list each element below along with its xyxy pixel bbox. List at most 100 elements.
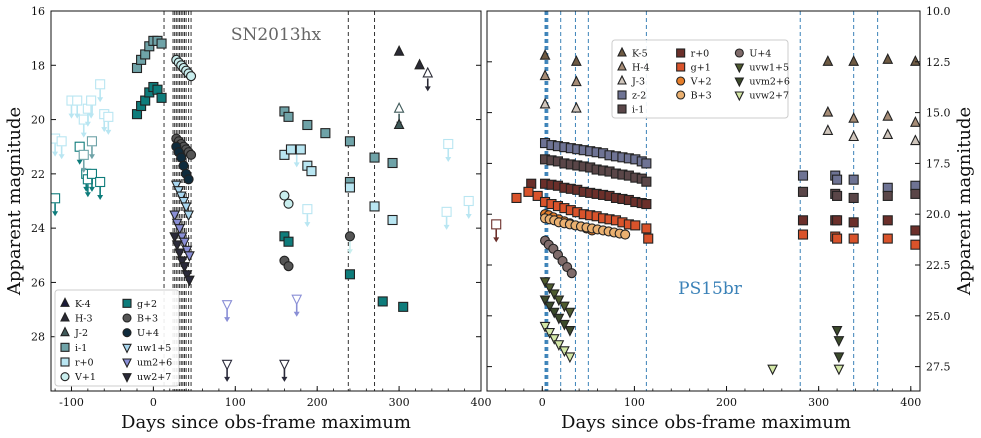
data-point-g+1 — [910, 239, 920, 250]
data-point-uvm2+6 — [833, 352, 845, 364]
data-point-r+0 — [387, 214, 398, 226]
data-point-uw2+7 — [169, 232, 181, 244]
data-point-g+1 — [797, 229, 809, 240]
data-point-uw1+5 — [178, 196, 190, 208]
data-point-uvm2+6 — [831, 325, 843, 337]
data-point-uw1+5 — [180, 202, 192, 214]
y-tick-label: 27.5 — [926, 361, 951, 374]
legend-marker-H-3 — [60, 311, 70, 322]
upper-limit-point-r+0 — [302, 204, 313, 215]
data-point-J-3 — [848, 130, 860, 142]
upper-limit-arrowhead — [84, 192, 91, 198]
data-point-H-4 — [882, 109, 894, 121]
upper-limit-arrowhead — [224, 317, 231, 323]
upper-limit-arrowhead — [68, 113, 75, 119]
legend-marker-H-4 — [617, 60, 627, 71]
legend-label: i-1 — [632, 105, 644, 116]
plot-area-sn2013hx — [51, 11, 474, 391]
data-point-um2+6 — [169, 210, 181, 222]
x-tick-label: 100 — [225, 396, 246, 409]
data-point-g+1 — [523, 186, 534, 197]
y-tick-label: 16 — [31, 5, 45, 18]
data-point-H-4 — [822, 105, 834, 117]
legend-marker-U+4 — [122, 328, 132, 338]
data-point-uvw2+7 — [553, 340, 565, 351]
data-point-g+1 — [532, 190, 543, 201]
upper-limit-arrowhead — [346, 249, 353, 255]
data-point-uw2+7 — [174, 248, 185, 260]
data-point-i-1 — [848, 192, 859, 204]
legend-marker-K-4 — [60, 297, 70, 307]
data-point-uvm2+6 — [553, 313, 565, 325]
y-tick-label: 26 — [31, 276, 45, 289]
y-tick-label: 15.0 — [926, 107, 951, 120]
data-point-z-2 — [797, 170, 809, 181]
axes-frame-sn2013hx — [50, 10, 482, 392]
data-point-uvw1+5 — [553, 295, 565, 307]
upper-limit-arrowhead — [76, 159, 83, 165]
plot-area-ps15br — [491, 11, 920, 391]
data-point-uvm2+6 — [558, 319, 570, 331]
upper-limit-arrowhead — [80, 167, 87, 173]
data-point-B+3 — [186, 149, 197, 160]
panel-sn2013hx: -100 0 100 200 300 400 16 18 20 22 24 26 28 SN2013h… — [4, 5, 492, 433]
data-point-r+0 — [910, 225, 920, 236]
x-axis-label-sn2013hx: Days since obs-frame maximum — [121, 412, 411, 433]
y-tick-label: 22 — [31, 168, 45, 181]
legend-label: K-4 — [75, 299, 91, 310]
upper-limit-arrowhead — [80, 132, 87, 138]
data-point-H-4 — [848, 111, 860, 123]
legend-marker-uvw1+5 — [734, 63, 745, 74]
data-point-uvw1+5 — [548, 289, 560, 301]
data-point-z-2 — [832, 174, 843, 185]
data-point-g+1 — [630, 220, 641, 231]
data-point-g+1 — [882, 233, 893, 244]
data-point-B+3 — [344, 231, 356, 242]
data-point-V+1 — [186, 71, 197, 82]
x-tick-label: 0 — [539, 396, 546, 409]
legend-label: uvw2+7 — [749, 91, 789, 102]
y-tick-label: 25.0 — [926, 310, 951, 323]
legend-label: g+2 — [137, 299, 157, 310]
x-tick-label: 300 — [808, 396, 829, 409]
x-ticks-ps15br: 0 100 200 300 400 — [486, 386, 921, 409]
legend-marker-uvm2+6 — [734, 77, 745, 88]
data-point-uvw2+7 — [558, 346, 570, 358]
data-point-i-1 — [641, 176, 652, 187]
data-point-g+2 — [344, 269, 356, 280]
legend-marker-i-1 — [617, 104, 627, 114]
legend-label: uvw1+5 — [749, 63, 789, 74]
data-point-uvw2+7 — [544, 328, 556, 339]
data-point-i-1 — [344, 136, 356, 147]
y-tick-label: 12.5 — [926, 56, 951, 69]
data-point-J-2 — [393, 118, 405, 130]
y-axis-label-ps15br: Apparent magnitude — [954, 107, 975, 296]
data-point-r+0 — [295, 144, 306, 155]
data-point-K-5 — [822, 55, 834, 66]
upper-limit-arrowhead — [88, 154, 95, 160]
legend-label: g+1 — [691, 63, 711, 74]
data-point-uw1+5 — [175, 191, 187, 203]
y-tick-label: 24 — [31, 222, 45, 235]
upper-limit-point-g+2 — [51, 193, 61, 204]
x-tick-label: 300 — [389, 396, 410, 409]
y-axis-label-sn2013hx: Apparent magnitude — [4, 107, 25, 296]
data-point-K-5 — [539, 48, 551, 60]
legend-marker-V+1 — [60, 372, 70, 382]
upper-limit-arrowhead — [443, 224, 450, 230]
data-point-i-1 — [302, 119, 313, 131]
legend-label: uvm2+6 — [749, 77, 790, 88]
legend-marker-z-2 — [617, 90, 627, 100]
data-point-H-4 — [910, 116, 920, 127]
data-point-i-1 — [797, 186, 809, 197]
upper-limit-point-um2+6 — [221, 300, 233, 311]
panel-ps15br: 0 100 200 300 400 10.0 12.5 15.0 17.5 20.0 22.5 25… — [486, 5, 975, 433]
legend-sn2013hx: K-4 g+2 H-3 B+3 J-2 U+4 i-1 uw1+5 r+0 um2+6 V+1 uw2… — [54, 289, 180, 387]
y-tick-label: 28 — [31, 331, 45, 344]
x-tick-label: 0 — [150, 396, 157, 409]
upper-limit-point-uw2+7 — [221, 359, 233, 371]
data-point-uvw1+5 — [558, 301, 570, 313]
legend-marker-uw2+7 — [122, 373, 132, 383]
upper-limit-point-r+0 — [103, 111, 114, 122]
upper-limit-arrowhead — [281, 376, 288, 382]
